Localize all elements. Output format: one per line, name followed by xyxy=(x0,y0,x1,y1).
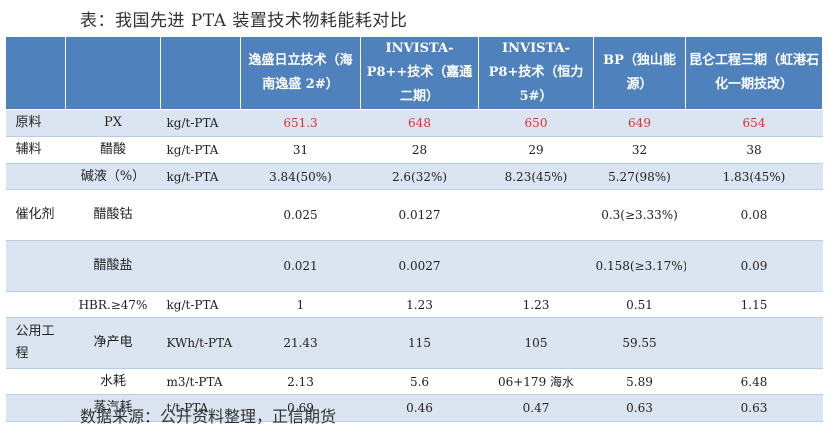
item-cell: 碱液（%） xyxy=(65,163,161,190)
value-cell: 0.46 xyxy=(360,394,479,422)
value-cell: 32 xyxy=(593,136,686,164)
table-row: 醋酸盐 0.021 0.0027 0.158(≥3.17%) 0.09 xyxy=(5,240,823,292)
group-cell xyxy=(5,291,66,318)
value-cell: 1.83(45%) xyxy=(685,163,823,190)
value-cell: 38 xyxy=(685,136,823,164)
value-cell: 0.021 xyxy=(240,240,361,292)
value-cell: 0.63 xyxy=(593,394,686,422)
value-cell: 651.3 xyxy=(240,109,361,137)
header-cell xyxy=(160,36,241,110)
table-row: 蒸汽耗 t/t-PTA 0.69 0.46 0.47 0.63 0.63 xyxy=(5,394,823,422)
group-cell xyxy=(5,368,66,395)
table-row: 公用工程 净产电 KWh/t-PTA 21.43 115 105 59.55 xyxy=(5,317,823,369)
table-row: 原料 PX kg/t-PTA 651.3 648 650 649 654 xyxy=(5,109,823,137)
table-caption: 表：我国先进 PTA 装置技术物耗能耗对比 xyxy=(80,11,408,31)
value-cell: 06+179 海水 xyxy=(478,368,594,395)
group-cell xyxy=(5,394,66,422)
header-row: 逸盛日立技术（海南逸盛 2#） INVISTA-P8++技术（嘉通二期） INV… xyxy=(5,36,823,110)
value-cell: 6.48 xyxy=(685,368,823,395)
unit-cell: kg/t-PTA xyxy=(160,109,241,137)
value-cell: 0.09 xyxy=(685,240,823,292)
header-cell: BP（独山能源） xyxy=(593,36,686,110)
value-cell xyxy=(478,189,594,241)
value-cell: 29 xyxy=(478,136,594,164)
value-cell: 8.23(45%) xyxy=(478,163,594,190)
value-cell: 21.43 xyxy=(240,317,361,369)
group-cell xyxy=(5,163,66,190)
header-cell: 逸盛日立技术（海南逸盛 2#） xyxy=(240,36,361,110)
value-cell: 1.23 xyxy=(478,291,594,318)
value-cell: 5.6 xyxy=(360,368,479,395)
unit-cell: kg/t-PTA xyxy=(160,136,241,164)
value-cell: 648 xyxy=(360,109,479,137)
group-cell: 原料 xyxy=(5,109,66,137)
item-cell: 醋酸盐 xyxy=(65,240,161,292)
value-cell: 2.13 xyxy=(240,368,361,395)
table-row: 碱液（%） kg/t-PTA 3.84(50%) 2.6(32%) 8.23(4… xyxy=(5,163,823,190)
table-row: 辅料 醋酸 kg/t-PTA 31 28 29 32 38 xyxy=(5,136,823,164)
header-cell xyxy=(65,36,161,110)
value-cell: 0.47 xyxy=(478,394,594,422)
value-cell: 0.69 xyxy=(240,394,361,422)
value-cell: 649 xyxy=(593,109,686,137)
value-cell: 0.08 xyxy=(685,189,823,241)
table-row: HBR.≥47% kg/t-PTA 1 1.23 1.23 0.51 1.15 xyxy=(5,291,823,318)
value-cell: 105 xyxy=(478,317,594,369)
value-cell: 5.89 xyxy=(593,368,686,395)
value-cell: 0.0127 xyxy=(360,189,479,241)
value-cell xyxy=(478,240,594,292)
item-cell: 醋酸 xyxy=(65,136,161,164)
table-row: 催化剂 醋酸钴 0.025 0.0127 0.3(≥3.33%) 0.08 xyxy=(5,189,823,241)
item-cell: 醋酸钴 xyxy=(65,189,161,241)
unit-cell xyxy=(160,240,241,292)
value-cell: 0.0027 xyxy=(360,240,479,292)
unit-cell: KWh/t-PTA xyxy=(160,317,241,369)
value-cell: 2.6(32%) xyxy=(360,163,479,190)
unit-cell: t/t-PTA xyxy=(160,394,241,422)
item-cell: 净产电 xyxy=(65,317,161,369)
unit-cell: m3/t-PTA xyxy=(160,368,241,395)
unit-cell: kg/t-PTA xyxy=(160,163,241,190)
header-cell: INVISTA-P8++技术（嘉通二期） xyxy=(360,36,479,110)
data-source-note: 数据来源：公开资料整理，正信期货 xyxy=(80,407,337,426)
value-cell: 115 xyxy=(360,317,479,369)
value-cell: 59.55 xyxy=(593,317,686,369)
header-cell: INVISTA-P8+技术（恒力 5#） xyxy=(478,36,594,110)
value-cell xyxy=(685,317,823,369)
value-cell: 650 xyxy=(478,109,594,137)
value-cell: 1 xyxy=(240,291,361,318)
item-cell: HBR.≥47% xyxy=(65,291,161,318)
item-cell: 水耗 xyxy=(65,368,161,395)
group-cell: 辅料 xyxy=(5,136,66,164)
value-cell: 0.025 xyxy=(240,189,361,241)
value-cell: 0.63 xyxy=(685,394,823,422)
value-cell: 1.15 xyxy=(685,291,823,318)
header-cell xyxy=(5,36,66,110)
value-cell: 0.51 xyxy=(593,291,686,318)
value-cell: 5.27(98%) xyxy=(593,163,686,190)
group-cell xyxy=(5,240,66,292)
unit-cell: kg/t-PTA xyxy=(160,291,241,318)
value-cell: 0.3(≥3.33%) xyxy=(593,189,686,241)
header-cell: 昆仑工程三期（虹港石化一期技改） xyxy=(685,36,823,110)
value-cell: 0.158(≥3.17%) xyxy=(593,240,686,292)
item-cell: 蒸汽耗 xyxy=(65,394,161,422)
value-cell: 31 xyxy=(240,136,361,164)
value-cell: 28 xyxy=(360,136,479,164)
table-row: 水耗 m3/t-PTA 2.13 5.6 06+179 海水 5.89 6.48 xyxy=(5,368,823,395)
pta-comparison-table: 逸盛日立技术（海南逸盛 2#） INVISTA-P8++技术（嘉通二期） INV… xyxy=(5,36,823,422)
group-cell: 催化剂 xyxy=(5,189,66,241)
unit-cell xyxy=(160,189,241,241)
value-cell: 1.23 xyxy=(360,291,479,318)
group-cell: 公用工程 xyxy=(5,317,66,369)
value-cell: 3.84(50%) xyxy=(240,163,361,190)
item-cell: PX xyxy=(65,109,161,137)
value-cell: 654 xyxy=(685,109,823,137)
